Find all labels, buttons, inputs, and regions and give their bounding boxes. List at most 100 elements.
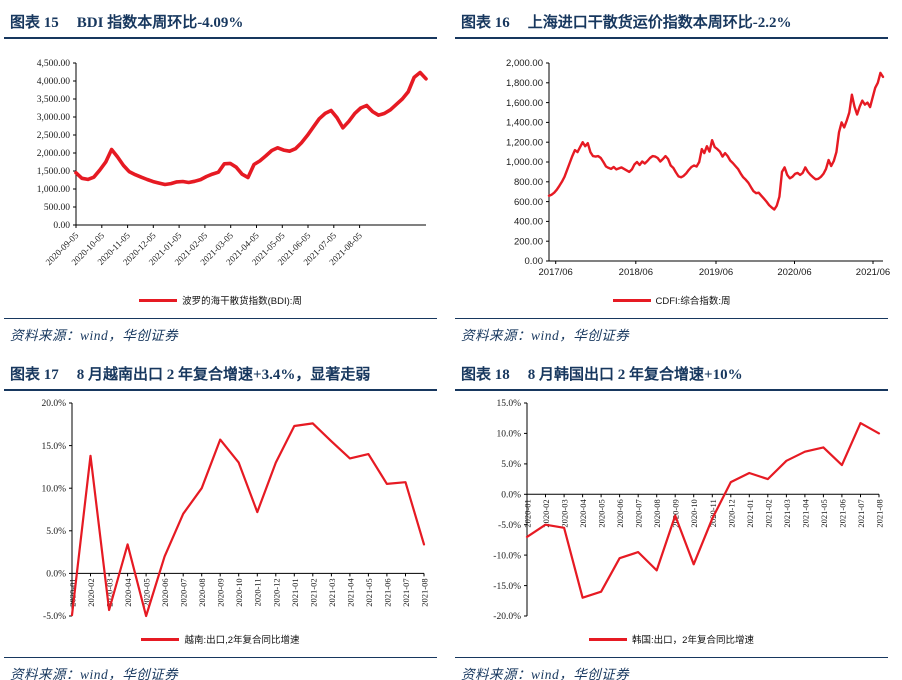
svg-text:2020-12: 2020-12 <box>726 499 736 527</box>
svg-text:5.0%: 5.0% <box>501 460 521 470</box>
chart-legend: CDFI:综合指数:周 <box>455 292 888 308</box>
chart-legend: 波罗的海干散货指数(BDI):周 <box>4 292 437 308</box>
korea-export-line-chart: -20.0% -15.0% -10.0% -5.0% 0.0% 5.0% 10.0% 15.0… <box>493 399 884 622</box>
svg-text:10.0%: 10.0% <box>41 484 66 494</box>
svg-text:15.0%: 15.0% <box>496 399 521 409</box>
svg-text:2020-07: 2020-07 <box>634 499 644 527</box>
svg-text:2020-04: 2020-04 <box>578 499 588 528</box>
chart-legend: 越南:出口,2年复合同比增速 <box>4 631 437 647</box>
svg-text:2021-05: 2021-05 <box>364 578 374 606</box>
figure-title: 8 月越南出口 2 年复合增速+3.4%，显著走弱 <box>76 367 371 383</box>
legend-label: 越南:出口,2年复合同比增速 <box>184 635 300 646</box>
figure-number: 图表 17 <box>10 367 59 383</box>
svg-text:0.00: 0.00 <box>53 221 70 231</box>
svg-text:600.00: 600.00 <box>514 197 543 208</box>
svg-text:0.0%: 0.0% <box>46 570 66 580</box>
svg-text:2020-11: 2020-11 <box>708 499 718 527</box>
legend-line-swatch <box>612 298 651 302</box>
legend-label: CDFI:综合指数:周 <box>655 296 731 307</box>
svg-text:-10.0%: -10.0% <box>493 551 521 561</box>
legend-label: 韩国:出口，2年复合同比增速 <box>632 635 754 646</box>
svg-text:2020-02: 2020-02 <box>541 499 551 527</box>
svg-text:4,000.00: 4,000.00 <box>37 77 71 87</box>
chart-legend: 韩国:出口，2年复合同比增速 <box>455 631 888 647</box>
figure-panel-18: 图表 18 8 月韩国出口 2 年复合增速+10% -20.0% -15.0% -1… <box>451 352 902 680</box>
legend-line-swatch <box>139 298 178 302</box>
svg-text:2020/06: 2020/06 <box>777 267 811 278</box>
svg-text:2020-01: 2020-01 <box>68 578 78 606</box>
svg-text:2020-05: 2020-05 <box>142 578 152 606</box>
figure-caption: 图表 16 上海进口干散货运价指数本周环比-2.2% <box>455 8 888 39</box>
vietnam-export-line-chart: -5.0% 0.0% 5.0% 10.0% 15.0% 20.0% 2020-01 2020-… <box>41 399 430 622</box>
svg-text:2020-08: 2020-08 <box>652 499 662 527</box>
svg-text:2020-03: 2020-03 <box>560 499 570 527</box>
svg-text:3,500.00: 3,500.00 <box>37 95 71 105</box>
figure-title: 上海进口干散货运价指数本周环比-2.2% <box>527 15 792 31</box>
chart-area: 0.00 200.00 400.00 600.00 800.00 1,000.00 1,20… <box>457 45 890 288</box>
figure-number: 图表 18 <box>461 367 510 383</box>
svg-text:200.00: 200.00 <box>514 236 543 247</box>
svg-text:2020-10: 2020-10 <box>689 499 699 527</box>
svg-text:1,800.00: 1,800.00 <box>506 78 543 89</box>
cdfi-line-chart: 0.00 200.00 400.00 600.00 800.00 1,000.00 1,20… <box>506 58 890 278</box>
legend-line-swatch <box>141 637 180 641</box>
svg-text:2020-08: 2020-08 <box>197 578 207 606</box>
svg-text:2021-05: 2021-05 <box>819 499 829 527</box>
source-note: 资料来源：wind，华创证券 <box>4 318 437 344</box>
svg-text:2020-04: 2020-04 <box>123 578 133 607</box>
svg-text:15.0%: 15.0% <box>41 442 66 452</box>
svg-text:-20.0%: -20.0% <box>493 612 521 622</box>
svg-text:20.0%: 20.0% <box>41 399 66 409</box>
svg-text:2021-07: 2021-07 <box>856 499 866 527</box>
source-note: 资料来源：wind，华创证券 <box>455 318 888 344</box>
svg-text:2021-08: 2021-08 <box>420 578 430 606</box>
figure-title: 8 月韩国出口 2 年复合增速+10% <box>527 367 743 383</box>
svg-text:2021-06: 2021-06 <box>837 499 847 527</box>
svg-text:1,000.00: 1,000.00 <box>37 185 71 195</box>
svg-text:2021-03: 2021-03 <box>782 499 792 527</box>
svg-text:2018/06: 2018/06 <box>619 267 653 278</box>
svg-text:2020-09: 2020-09 <box>216 578 226 606</box>
svg-text:2017/06: 2017/06 <box>539 267 573 278</box>
svg-text:2020-06: 2020-06 <box>160 578 170 606</box>
svg-text:5.0%: 5.0% <box>46 527 66 537</box>
svg-text:2020-11: 2020-11 <box>253 578 263 606</box>
figure-number: 图表 15 <box>10 15 59 31</box>
figure-panel-17: 图表 17 8 月越南出口 2 年复合增速+3.4%，显著走弱 -5.0% 0.0… <box>0 352 451 680</box>
svg-text:2020-10: 2020-10 <box>234 578 244 606</box>
svg-text:2020-05: 2020-05 <box>597 499 607 527</box>
chart-area: -20.0% -15.0% -10.0% -5.0% 0.0% 5.0% 10.0% 15.0… <box>457 397 888 627</box>
svg-text:0.00: 0.00 <box>525 256 544 267</box>
svg-text:800.00: 800.00 <box>514 177 543 188</box>
svg-text:500.00: 500.00 <box>44 203 70 213</box>
svg-text:-5.0%: -5.0% <box>43 612 66 622</box>
svg-text:3,000.00: 3,000.00 <box>37 113 71 123</box>
svg-text:2021-04: 2021-04 <box>345 578 355 607</box>
svg-text:1,400.00: 1,400.00 <box>506 118 543 129</box>
svg-text:2021-02: 2021-02 <box>763 499 773 527</box>
figure-number: 图表 16 <box>461 15 510 31</box>
svg-text:2019/06: 2019/06 <box>699 267 733 278</box>
legend-label: 波罗的海干散货指数(BDI):周 <box>182 296 302 307</box>
figure-title: BDI 指数本周环比-4.09% <box>76 15 244 31</box>
svg-text:-5.0%: -5.0% <box>498 521 521 531</box>
svg-text:400.00: 400.00 <box>514 217 543 228</box>
svg-text:2,000.00: 2,000.00 <box>506 58 543 69</box>
svg-text:1,600.00: 1,600.00 <box>506 98 543 109</box>
chart-area: -5.0% 0.0% 5.0% 10.0% 15.0% 20.0% 2020-01 2020-… <box>6 397 437 627</box>
svg-text:2,000.00: 2,000.00 <box>37 149 71 159</box>
svg-text:1,200.00: 1,200.00 <box>506 137 543 148</box>
svg-text:2020-06: 2020-06 <box>615 499 625 527</box>
svg-text:2020-07: 2020-07 <box>179 578 189 606</box>
svg-text:2020-01: 2020-01 <box>523 499 533 527</box>
svg-text:2,500.00: 2,500.00 <box>37 131 71 141</box>
svg-text:4,500.00: 4,500.00 <box>37 59 71 69</box>
chart-area: 0.00 500.00 1,000.00 1,500.00 2,000.00 2,500.… <box>6 45 437 288</box>
svg-text:2021-01: 2021-01 <box>745 499 755 527</box>
figure-panel-15: 图表 15 BDI 指数本周环比-4.09% 0.00 500.00 1,000.0… <box>0 0 451 352</box>
svg-text:2021-02: 2021-02 <box>308 578 318 606</box>
svg-text:2020-03: 2020-03 <box>105 578 115 606</box>
svg-text:2020-02: 2020-02 <box>86 578 96 606</box>
svg-text:2020-09: 2020-09 <box>671 499 681 527</box>
